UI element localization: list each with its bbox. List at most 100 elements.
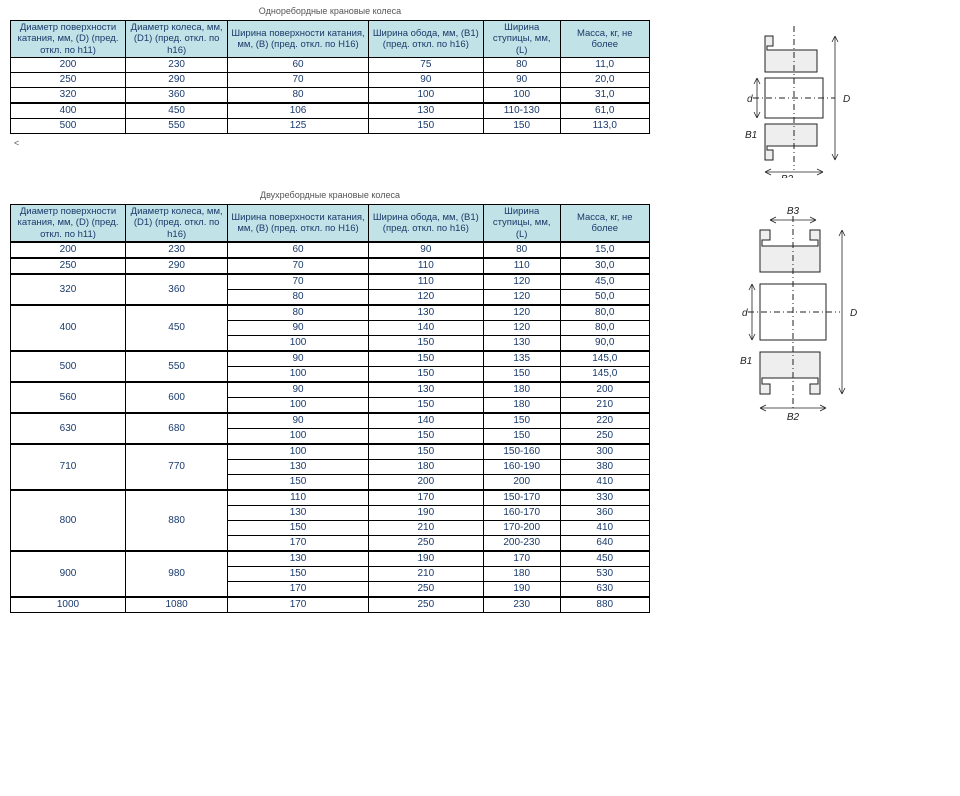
cell: 210 [560, 398, 649, 414]
cell: 100 [368, 88, 483, 104]
cell: 900 [11, 551, 126, 597]
col-header: Масса, кг, не более [560, 21, 649, 58]
cell: 640 [560, 536, 649, 552]
col-header: Ширина обода, мм, (B1) (пред. откл. по h… [368, 205, 483, 243]
cell: 150 [483, 429, 560, 445]
cell: 90,0 [560, 336, 649, 352]
cell: 1000 [11, 597, 126, 613]
cell: 550 [126, 119, 228, 134]
table-row: 50055090150135145,0 [11, 351, 650, 367]
table2-title: Двухребордные крановые колеса [10, 190, 650, 200]
cell: 880 [126, 490, 228, 551]
cell: 150 [368, 351, 483, 367]
cell: 150-160 [483, 444, 560, 460]
cell: 230 [483, 597, 560, 613]
cell: 250 [368, 536, 483, 552]
cell: 110 [368, 258, 483, 274]
col-header: Ширина поверхности катания, мм, (B) (пре… [228, 205, 369, 243]
cell: 250 [11, 258, 126, 274]
table-row: 710770100150150-160300 [11, 444, 650, 460]
cell: 230 [126, 58, 228, 73]
cell: 450 [560, 551, 649, 567]
cell: 70 [228, 73, 369, 88]
cell: 80 [483, 242, 560, 258]
dim-D: D [843, 94, 850, 105]
cell: 170 [368, 490, 483, 506]
table-row: 3203608010010031,0 [11, 88, 650, 104]
cell: 330 [560, 490, 649, 506]
cell: 630 [560, 582, 649, 598]
cell: 80,0 [560, 305, 649, 321]
cell: 120 [483, 290, 560, 306]
table1-header-row: Диаметр поверхности катания, мм, (D) (пр… [11, 21, 650, 58]
table-row: 20023060908015,0 [11, 242, 650, 258]
dim-B2b: B2 [787, 412, 800, 422]
cell: 60 [228, 58, 369, 73]
table2: Диаметр поверхности катания, мм, (D) (пр… [10, 204, 650, 613]
table-row: 63068090140150220 [11, 413, 650, 429]
dim-B3: B3 [787, 206, 800, 217]
cell: 110-130 [483, 103, 560, 119]
cell: 380 [560, 460, 649, 475]
cell: 530 [560, 567, 649, 582]
dim-d2: d [742, 308, 748, 319]
cell: 100 [228, 444, 369, 460]
diagram2-wrap: B3 D d B1 B2 [650, 190, 950, 422]
cell: 290 [126, 258, 228, 274]
lt-symbol: < [14, 138, 650, 148]
cell: 110 [483, 258, 560, 274]
cell: 150 [483, 367, 560, 383]
cell: 80 [228, 290, 369, 306]
cell: 130 [368, 103, 483, 119]
table-row: 800880110170150-170330 [11, 490, 650, 506]
cell: 90 [483, 73, 560, 88]
cell: 145,0 [560, 351, 649, 367]
cell: 150 [228, 521, 369, 536]
cell: 150 [368, 444, 483, 460]
cell: 180 [483, 567, 560, 582]
table1-title: Одноребордные крановые колеса [10, 6, 650, 16]
cell: 31,0 [560, 88, 649, 104]
cell: 200 [560, 382, 649, 398]
table1-wrap: Одноребордные крановые колеса Диаметр по… [10, 6, 650, 150]
cell: 450 [126, 305, 228, 351]
cell: 90 [228, 351, 369, 367]
cell: 710 [11, 444, 126, 490]
cell: 130 [483, 336, 560, 352]
cell: 140 [368, 321, 483, 336]
cell: 30,0 [560, 258, 649, 274]
col-header: Ширина ступицы, мм, (L) [483, 21, 560, 58]
cell: 80 [483, 58, 560, 73]
cell: 600 [126, 382, 228, 413]
cell: 320 [11, 88, 126, 104]
cell: 80 [228, 88, 369, 104]
cell: 130 [228, 460, 369, 475]
cell: 170 [483, 551, 560, 567]
dim-d: d [747, 94, 753, 105]
cell: 90 [228, 321, 369, 336]
cell: 100 [228, 398, 369, 414]
cell: 770 [126, 444, 228, 490]
dim-B2: B2 [781, 174, 794, 178]
cell: 150 [368, 336, 483, 352]
cell: 150 [483, 413, 560, 429]
cell: 200 [483, 475, 560, 491]
section-single-flange: Одноребордные крановые колеса Диаметр по… [10, 6, 950, 178]
cell: 80,0 [560, 321, 649, 336]
cell: 150 [228, 475, 369, 491]
table-row: 3203607011012045,0 [11, 274, 650, 290]
cell: 70 [228, 274, 369, 290]
cell: 140 [368, 413, 483, 429]
cell: 150 [368, 367, 483, 383]
cell: 125 [228, 119, 369, 134]
cell: 190 [483, 582, 560, 598]
cell: 110 [368, 274, 483, 290]
cell: 130 [228, 506, 369, 521]
cell: 90 [368, 242, 483, 258]
cell: 180 [483, 398, 560, 414]
col-header: Диаметр колеса, мм, (D1) (пред. откл. по… [126, 205, 228, 243]
cell: 90 [368, 73, 483, 88]
cell: 120 [368, 290, 483, 306]
table-row: 56060090130180200 [11, 382, 650, 398]
cell: 106 [228, 103, 369, 119]
